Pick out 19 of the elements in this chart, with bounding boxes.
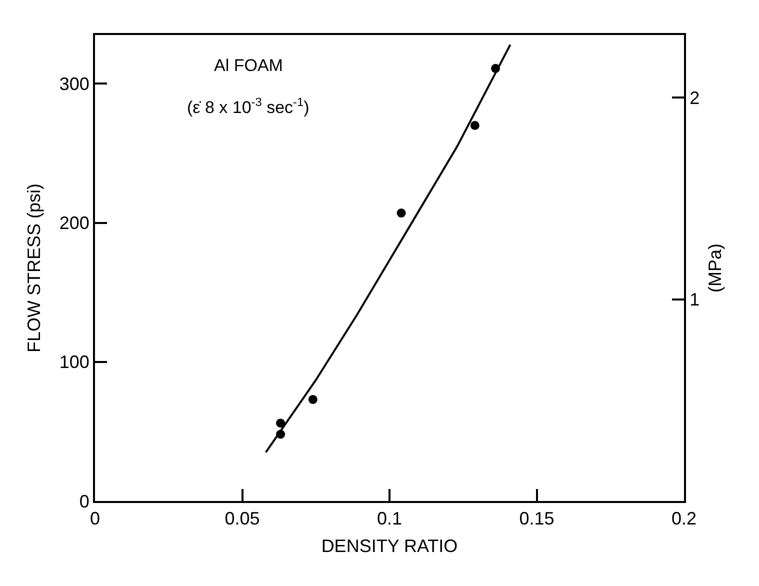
y-tick-label: 200 — [59, 213, 90, 234]
y-tick-label: 300 — [59, 74, 90, 94]
annotation: (ε̇ 8 x 10$^{-3}$ sec$^{-1}$) — [187, 95, 310, 118]
annotation: Al FOAM — [214, 56, 283, 75]
x-tick-label: 0.15 — [519, 508, 554, 529]
x-tick-label: 0.1 — [376, 508, 402, 529]
x-axis-title: DENSITY RATIO — [321, 536, 458, 556]
point — [276, 418, 286, 428]
y-tick-label: 100 — [59, 352, 90, 372]
point — [470, 120, 480, 130]
y2-tick-label: 2 — [690, 88, 700, 108]
point — [308, 394, 318, 404]
x-tick-label: 0.05 — [224, 508, 260, 529]
point — [396, 208, 406, 218]
y2-tick-label: 1 — [690, 290, 700, 310]
x-tick-label: 0.2 — [671, 508, 697, 529]
y-tick-label: 0 — [79, 491, 90, 512]
y2-axis-title: (MPa) — [705, 244, 726, 292]
y-axis-title: FLOW STRESS (psi) — [24, 183, 44, 353]
